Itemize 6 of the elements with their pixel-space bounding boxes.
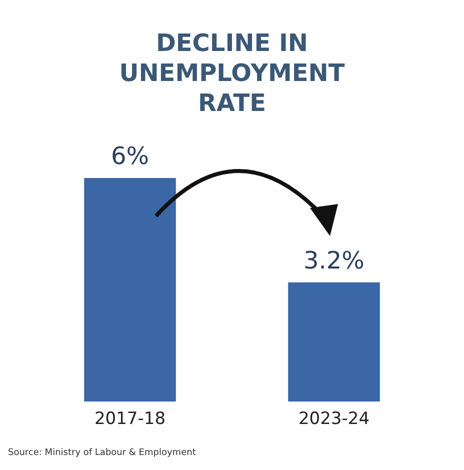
source-note: Source: Ministry of Labour & Employment	[8, 448, 197, 458]
chart-title: DECLINE IN UNEMPLOYMENT RATE	[118, 28, 346, 118]
data-label: 6%	[110, 142, 150, 170]
data-label: 3.2%	[304, 246, 364, 275]
x-tick-label: 2017-18	[94, 409, 166, 430]
x-tick-label: 2023-24	[298, 409, 370, 430]
